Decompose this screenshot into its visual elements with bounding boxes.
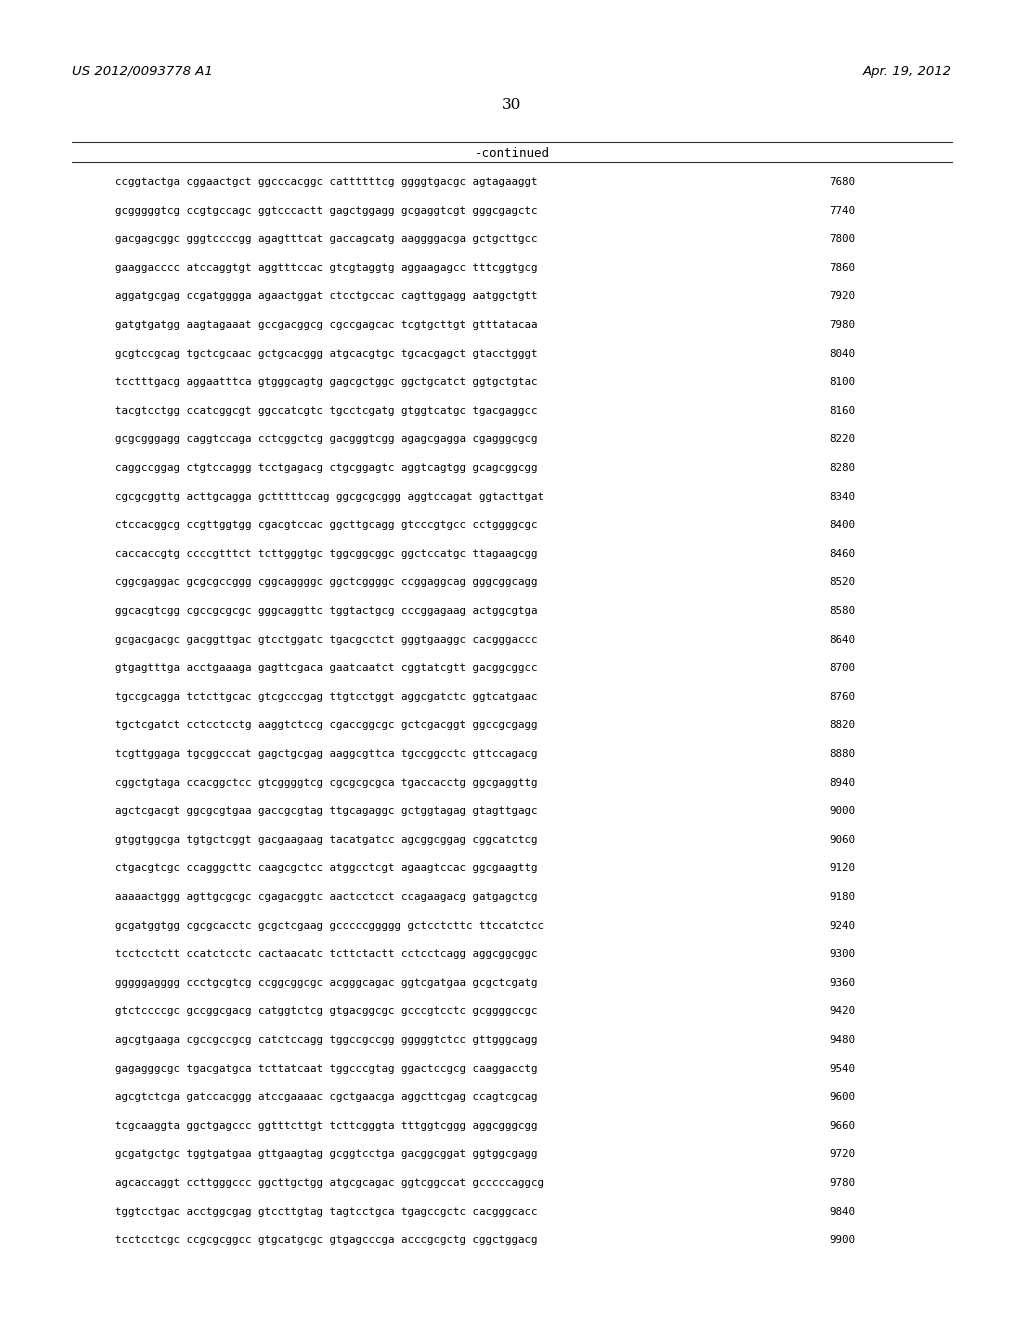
Text: tcctcctcgc ccgcgcggcc gtgcatgcgc gtgagcccga acccgcgctg cggctggacg: tcctcctcgc ccgcgcggcc gtgcatgcgc gtgagcc…	[115, 1236, 538, 1245]
Text: gcgtccgcag tgctcgcaac gctgcacggg atgcacgtgc tgcacgagct gtacctgggt: gcgtccgcag tgctcgcaac gctgcacggg atgcacg…	[115, 348, 538, 359]
Text: gaaggacccc atccaggtgt aggtttccac gtcgtaggtg aggaagagcc tttcggtgcg: gaaggacccc atccaggtgt aggtttccac gtcgtag…	[115, 263, 538, 273]
Text: US 2012/0093778 A1: US 2012/0093778 A1	[72, 65, 213, 78]
Text: 8940: 8940	[829, 777, 855, 788]
Text: agctcgacgt ggcgcgtgaa gaccgcgtag ttgcagaggc gctggtagag gtagttgagc: agctcgacgt ggcgcgtgaa gaccgcgtag ttgcaga…	[115, 807, 538, 816]
Text: gggggagggg ccctgcgtcg ccggcggcgc acgggcagac ggtcgatgaa gcgctcgatg: gggggagggg ccctgcgtcg ccggcggcgc acgggca…	[115, 978, 538, 987]
Text: 7680: 7680	[829, 177, 855, 187]
Text: tggtcctgac acctggcgag gtccttgtag tagtcctgca tgagccgctc cacgggcacc: tggtcctgac acctggcgag gtccttgtag tagtcct…	[115, 1206, 538, 1217]
Text: 8280: 8280	[829, 463, 855, 473]
Text: tcctttgacg aggaatttca gtgggcagtg gagcgctggc ggctgcatct ggtgctgtac: tcctttgacg aggaatttca gtgggcagtg gagcgct…	[115, 378, 538, 387]
Text: 8820: 8820	[829, 721, 855, 730]
Text: gtgagtttga acctgaaaga gagttcgaca gaatcaatct cggtatcgtt gacggcggcc: gtgagtttga acctgaaaga gagttcgaca gaatcaa…	[115, 663, 538, 673]
Text: 7920: 7920	[829, 292, 855, 301]
Text: 9480: 9480	[829, 1035, 855, 1045]
Text: 9900: 9900	[829, 1236, 855, 1245]
Text: gcgatggtgg cgcgcacctc gcgctcgaag gcccccggggg gctcctcttc ttccatctcc: gcgatggtgg cgcgcacctc gcgctcgaag gcccccg…	[115, 920, 544, 931]
Text: 9060: 9060	[829, 834, 855, 845]
Text: 9000: 9000	[829, 807, 855, 816]
Text: 9720: 9720	[829, 1150, 855, 1159]
Text: gagagggcgc tgacgatgca tcttatcaat tggcccgtag ggactccgcg caaggacctg: gagagggcgc tgacgatgca tcttatcaat tggcccg…	[115, 1064, 538, 1073]
Text: 9840: 9840	[829, 1206, 855, 1217]
Text: 9300: 9300	[829, 949, 855, 960]
Text: cggctgtaga ccacggctcc gtcggggtcg cgcgcgcgca tgaccacctg ggcgaggttg: cggctgtaga ccacggctcc gtcggggtcg cgcgcgc…	[115, 777, 538, 788]
Text: caggccggag ctgtccaggg tcctgagacg ctgcggagtc aggtcagtgg gcagcggcgg: caggccggag ctgtccaggg tcctgagacg ctgcgga…	[115, 463, 538, 473]
Text: agcgtctcga gatccacggg atccgaaaac cgctgaacga aggcttcgag ccagtcgcag: agcgtctcga gatccacggg atccgaaaac cgctgaa…	[115, 1092, 538, 1102]
Text: 9120: 9120	[829, 863, 855, 874]
Text: 8520: 8520	[829, 577, 855, 587]
Text: 7740: 7740	[829, 206, 855, 215]
Text: gtggtggcga tgtgctcggt gacgaagaag tacatgatcc agcggcggag cggcatctcg: gtggtggcga tgtgctcggt gacgaagaag tacatga…	[115, 834, 538, 845]
Text: 8100: 8100	[829, 378, 855, 387]
Text: caccaccgtg ccccgtttct tcttgggtgc tggcggcggc ggctccatgc ttagaagcgg: caccaccgtg ccccgtttct tcttgggtgc tggcggc…	[115, 549, 538, 558]
Text: tcgcaaggta ggctgagccc ggtttcttgt tcttcgggta tttggtcggg aggcgggcgg: tcgcaaggta ggctgagccc ggtttcttgt tcttcgg…	[115, 1121, 538, 1131]
Text: 9660: 9660	[829, 1121, 855, 1131]
Text: ctgacgtcgc ccagggcttc caagcgctcc atggcctcgt agaagtccac ggcgaagttg: ctgacgtcgc ccagggcttc caagcgctcc atggcct…	[115, 863, 538, 874]
Text: agcaccaggt ccttgggccc ggcttgctgg atgcgcagac ggtcggccat gcccccaggcg: agcaccaggt ccttgggccc ggcttgctgg atgcgca…	[115, 1177, 544, 1188]
Text: 8880: 8880	[829, 748, 855, 759]
Text: tcctcctctt ccatctcctc cactaacatc tcttctactt cctcctcagg aggcggcggc: tcctcctctt ccatctcctc cactaacatc tcttcta…	[115, 949, 538, 960]
Text: gcgcgggagg caggtccaga cctcggctcg gacgggtcgg agagcgagga cgagggcgcg: gcgcgggagg caggtccaga cctcggctcg gacgggt…	[115, 434, 538, 445]
Text: 8220: 8220	[829, 434, 855, 445]
Text: ctccacggcg ccgttggtgg cgacgtccac ggcttgcagg gtcccgtgcc cctggggcgc: ctccacggcg ccgttggtgg cgacgtccac ggcttgc…	[115, 520, 538, 531]
Text: 9780: 9780	[829, 1177, 855, 1188]
Text: -continued: -continued	[474, 147, 550, 160]
Text: 9180: 9180	[829, 892, 855, 902]
Text: 9600: 9600	[829, 1092, 855, 1102]
Text: 7800: 7800	[829, 234, 855, 244]
Text: gcgacgacgc gacggttgac gtcctggatc tgacgcctct gggtgaaggc cacgggaccc: gcgacgacgc gacggttgac gtcctggatc tgacgcc…	[115, 635, 538, 644]
Text: 9420: 9420	[829, 1006, 855, 1016]
Text: tgctcgatct cctcctcctg aaggtctccg cgaccggcgc gctcgacggt ggccgcgagg: tgctcgatct cctcctcctg aaggtctccg cgaccgg…	[115, 721, 538, 730]
Text: ccggtactga cggaactgct ggcccacggc cattttttcg ggggtgacgc agtagaaggt: ccggtactga cggaactgct ggcccacggc cattttt…	[115, 177, 538, 187]
Text: 30: 30	[503, 98, 521, 112]
Text: 8340: 8340	[829, 491, 855, 502]
Text: 8700: 8700	[829, 663, 855, 673]
Text: 7860: 7860	[829, 263, 855, 273]
Text: aggatgcgag ccgatgggga agaactggat ctcctgccac cagttggagg aatggctgtt: aggatgcgag ccgatgggga agaactggat ctcctgc…	[115, 292, 538, 301]
Text: tacgtcctgg ccatcggcgt ggccatcgtc tgcctcgatg gtggtcatgc tgacgaggcc: tacgtcctgg ccatcggcgt ggccatcgtc tgcctcg…	[115, 405, 538, 416]
Text: 9540: 9540	[829, 1064, 855, 1073]
Text: aaaaactggg agttgcgcgc cgagacggtc aactcctcct ccagaagacg gatgagctcg: aaaaactggg agttgcgcgc cgagacggtc aactcct…	[115, 892, 538, 902]
Text: 8160: 8160	[829, 405, 855, 416]
Text: gatgtgatgg aagtagaaat gccgacggcg cgccgagcac tcgtgcttgt gtttatacaa: gatgtgatgg aagtagaaat gccgacggcg cgccgag…	[115, 319, 538, 330]
Text: 8040: 8040	[829, 348, 855, 359]
Text: ggcacgtcgg cgccgcgcgc gggcaggttc tggtactgcg cccggagaag actggcgtga: ggcacgtcgg cgccgcgcgc gggcaggttc tggtact…	[115, 606, 538, 616]
Text: gtctccccgc gccggcgacg catggtctcg gtgacggcgc gcccgtcctc gcggggccgc: gtctccccgc gccggcgacg catggtctcg gtgacgg…	[115, 1006, 538, 1016]
Text: 7980: 7980	[829, 319, 855, 330]
Text: gcgggggtcg ccgtgccagc ggtcccactt gagctggagg gcgaggtcgt gggcgagctc: gcgggggtcg ccgtgccagc ggtcccactt gagctgg…	[115, 206, 538, 215]
Text: 8580: 8580	[829, 606, 855, 616]
Text: 8400: 8400	[829, 520, 855, 531]
Text: 8760: 8760	[829, 692, 855, 702]
Text: cgcgcggttg acttgcagga gctttttccag ggcgcgcggg aggtccagat ggtacttgat: cgcgcggttg acttgcagga gctttttccag ggcgcg…	[115, 491, 544, 502]
Text: tgccgcagga tctcttgcac gtcgcccgag ttgtcctggt aggcgatctc ggtcatgaac: tgccgcagga tctcttgcac gtcgcccgag ttgtcct…	[115, 692, 538, 702]
Text: gcgatgctgc tggtgatgaa gttgaagtag gcggtcctga gacggcggat ggtggcgagg: gcgatgctgc tggtgatgaa gttgaagtag gcggtcc…	[115, 1150, 538, 1159]
Text: cggcgaggac gcgcgccggg cggcaggggc ggctcggggc ccggaggcag gggcggcagg: cggcgaggac gcgcgccggg cggcaggggc ggctcgg…	[115, 577, 538, 587]
Text: 8460: 8460	[829, 549, 855, 558]
Text: Apr. 19, 2012: Apr. 19, 2012	[863, 65, 952, 78]
Text: 9360: 9360	[829, 978, 855, 987]
Text: 9240: 9240	[829, 920, 855, 931]
Text: gacgagcggc gggtccccgg agagtttcat gaccagcatg aaggggacga gctgcttgcc: gacgagcggc gggtccccgg agagtttcat gaccagc…	[115, 234, 538, 244]
Text: agcgtgaaga cgccgccgcg catctccagg tggccgccgg gggggtctcc gttgggcagg: agcgtgaaga cgccgccgcg catctccagg tggccgc…	[115, 1035, 538, 1045]
Text: 8640: 8640	[829, 635, 855, 644]
Text: tcgttggaga tgcggcccat gagctgcgag aaggcgttca tgccggcctc gttccagacg: tcgttggaga tgcggcccat gagctgcgag aaggcgt…	[115, 748, 538, 759]
